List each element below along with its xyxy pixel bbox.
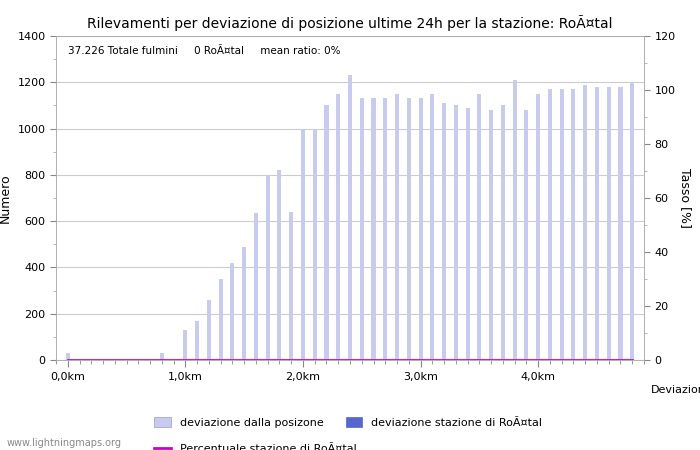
Bar xyxy=(336,94,340,360)
Bar xyxy=(183,330,188,360)
Bar xyxy=(195,321,199,360)
Bar xyxy=(559,89,564,360)
Bar xyxy=(313,129,317,360)
Text: www.lightningmaps.org: www.lightningmaps.org xyxy=(7,438,122,448)
Bar xyxy=(230,263,235,360)
Bar xyxy=(430,94,435,360)
Bar xyxy=(348,75,352,360)
Bar xyxy=(372,99,376,360)
Title: Rilevamenti per deviazione di posizione ultime 24h per la stazione: RoÃ¤tal: Rilevamenti per deviazione di posizione … xyxy=(88,15,612,31)
Bar xyxy=(524,110,528,360)
Bar xyxy=(595,87,599,360)
Bar xyxy=(548,89,552,360)
Bar xyxy=(66,353,70,360)
Bar xyxy=(419,99,423,360)
Text: 37.226 Totale fulmini     0 RoÃ¤tal     mean ratio: 0%: 37.226 Totale fulmini 0 RoÃ¤tal mean rat… xyxy=(68,46,340,56)
Bar xyxy=(289,212,293,360)
Bar xyxy=(265,175,270,360)
Bar xyxy=(277,170,281,360)
Y-axis label: Numero: Numero xyxy=(0,173,12,223)
Bar xyxy=(360,99,364,360)
Bar xyxy=(571,89,575,360)
Bar xyxy=(324,105,328,360)
Bar xyxy=(583,85,587,360)
Text: Deviazioni: Deviazioni xyxy=(651,385,700,395)
Y-axis label: Tasso [%]: Tasso [%] xyxy=(679,168,692,228)
Bar xyxy=(607,87,611,360)
Legend: Percentuale stazione di RoÃ¤tal: Percentuale stazione di RoÃ¤tal xyxy=(150,439,361,450)
Bar xyxy=(618,87,622,360)
Bar xyxy=(254,213,258,360)
Bar xyxy=(442,103,446,360)
Bar xyxy=(489,110,493,360)
Bar xyxy=(512,80,517,360)
Bar xyxy=(466,108,470,360)
Bar xyxy=(630,82,634,360)
Bar xyxy=(160,353,164,360)
Bar xyxy=(242,247,246,360)
Bar xyxy=(301,129,305,360)
Bar xyxy=(218,279,223,360)
Bar xyxy=(454,105,458,360)
Bar xyxy=(206,300,211,360)
Bar xyxy=(395,94,399,360)
Bar xyxy=(407,99,411,360)
Bar xyxy=(500,105,505,360)
Bar xyxy=(536,94,540,360)
Bar xyxy=(477,94,482,360)
Bar xyxy=(383,99,387,360)
